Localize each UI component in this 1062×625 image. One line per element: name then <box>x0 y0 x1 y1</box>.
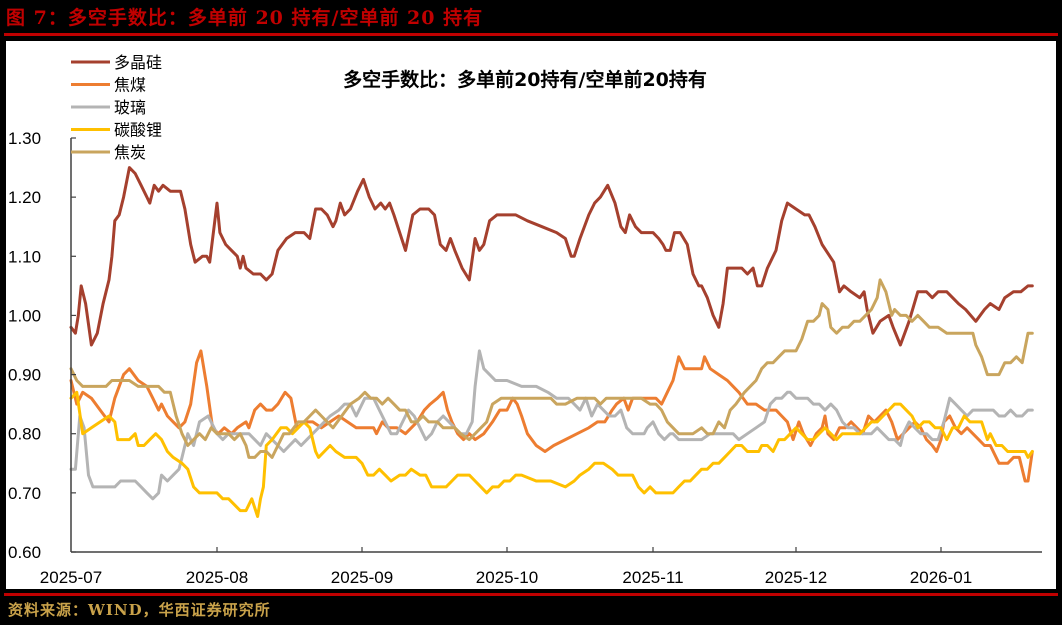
series-line-1 <box>69 349 1034 483</box>
line-chart: 多空手数比：多单前20持有/空单前20持有 1.30 1.20 1.10 1.00 0.… <box>8 53 1042 587</box>
y-tick-label: 1.20 <box>8 188 41 207</box>
y-tick-label: 1.30 <box>8 129 41 148</box>
legend-label: 焦煤 <box>114 76 146 95</box>
series-line-0 <box>69 166 1034 347</box>
x-tick-label: 2025-08 <box>186 568 248 587</box>
chart-title: 多空手数比：多单前20持有/空单前20持有 <box>343 68 707 91</box>
y-tick-label: 0.70 <box>8 484 41 503</box>
y-tick-label: 1.10 <box>8 247 41 266</box>
series-line-3 <box>69 390 1034 518</box>
x-tick-label: 2025-11 <box>622 568 683 587</box>
top-divider <box>4 33 1058 36</box>
chart-panel: 多空手数比：多单前20持有/空单前20持有 1.30 1.20 1.10 1.00 0.… <box>6 41 1056 589</box>
y-tick-label: 0.60 <box>8 543 41 562</box>
legend-label: 焦炭 <box>114 143 146 162</box>
legend-label: 玻璃 <box>114 98 146 117</box>
series-layer <box>69 166 1034 518</box>
bottom-divider <box>4 593 1058 596</box>
y-tick-label: 0.80 <box>8 425 41 444</box>
x-tick-label: 2025-10 <box>476 568 538 587</box>
x-tick-label: 2025-09 <box>331 568 393 587</box>
x-tick-label: 2026-01 <box>910 568 972 587</box>
legend-label: 多晶硅 <box>114 53 162 72</box>
source-note: 资料来源：WIND，华西证券研究所 <box>8 601 271 619</box>
series-line-4 <box>69 278 1034 459</box>
axes: 1.30 1.20 1.10 1.00 0.90 0.80 0.70 0.60 2025-07 2… <box>8 129 1042 587</box>
legend-label: 碳酸锂 <box>114 121 162 140</box>
y-tick-label: 0.90 <box>8 366 41 385</box>
figure-caption: 图 7：多空手数比：多单前 20 持有/空单前 20 持有 <box>6 7 484 29</box>
series-line-2 <box>69 349 1034 501</box>
x-tick-label: 2025-12 <box>765 568 827 587</box>
y-tick-label: 1.00 <box>8 306 41 325</box>
x-tick-label: 2025-07 <box>40 568 102 587</box>
